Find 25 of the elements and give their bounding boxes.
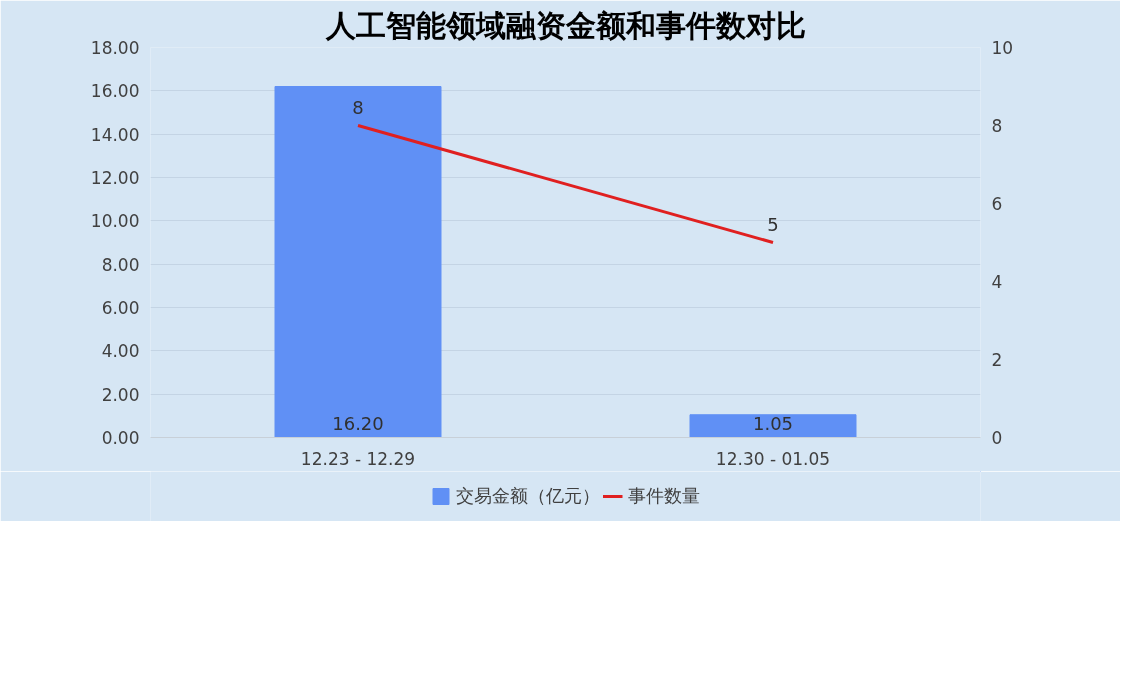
y2-tick-label: 10 [991, 38, 1014, 58]
y-tick-label: 0.00 [101, 428, 140, 448]
y-tick-label: 12.00 [90, 168, 140, 188]
y-tick-label: 16.00 [90, 81, 140, 102]
legend-label: 交易金额（亿元） [455, 484, 600, 508]
y-tick-label: 10.00 [90, 211, 140, 232]
y2-tick-label: 0 [991, 428, 1003, 448]
data-label: 16.20 [332, 412, 384, 434]
y-tick-label: 8.00 [101, 254, 140, 275]
chart-title: 人工智能领域融资金额和事件数对比 [324, 7, 806, 43]
data-label: 8 [352, 96, 364, 118]
y-tick-label: 2.00 [101, 384, 140, 405]
y-tick-label: 14.00 [90, 124, 140, 145]
x-tick-label: 12.30 - 01.05 [715, 448, 831, 469]
data-label: 5 [767, 213, 779, 235]
y2-tick-label: 6 [991, 194, 1003, 214]
y-tick-label: 18.00 [90, 38, 140, 58]
legend-label: 事件数量 [627, 484, 700, 508]
y-tick-label: 4.00 [101, 341, 140, 362]
y-tick-label: 6.00 [101, 298, 140, 318]
y2-tick-label: 2 [991, 350, 1003, 370]
x-tick-label: 12.23 - 12.29 [300, 448, 416, 469]
y2-tick-label: 8 [991, 116, 1003, 136]
y2-tick-label: 4 [991, 272, 1003, 292]
data-label: 1.05 [752, 412, 794, 434]
